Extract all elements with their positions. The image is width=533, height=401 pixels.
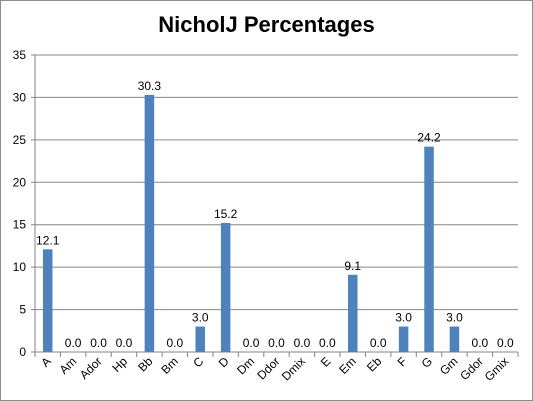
data-labels: 12.1 0.0 0.0 0.0 30.3 0.0 3.0 15.2 0.0 0.0 0.0 0.0 9… bbox=[36, 79, 514, 350]
data-label: 24.2 bbox=[417, 131, 441, 145]
bar bbox=[220, 223, 231, 352]
data-label: 0.0 bbox=[243, 336, 260, 350]
x-tick-label: Ddor bbox=[254, 354, 282, 382]
chart-title: NicholJ Percentages bbox=[158, 12, 375, 37]
y-tick-label: 15 bbox=[13, 218, 27, 232]
x-tick-label: A bbox=[38, 354, 54, 370]
data-label: 0.0 bbox=[472, 336, 489, 350]
data-label: 3.0 bbox=[192, 311, 209, 325]
x-tick-label: Dm bbox=[234, 354, 257, 377]
bar bbox=[42, 249, 53, 352]
data-label: 0.0 bbox=[319, 336, 336, 350]
x-tick-label: C bbox=[190, 354, 206, 370]
bars bbox=[42, 94, 460, 352]
y-tick-label: 0 bbox=[19, 345, 26, 359]
bar bbox=[144, 94, 155, 352]
data-label: 0.0 bbox=[294, 336, 311, 350]
y-tick-label: 25 bbox=[13, 133, 27, 147]
bar bbox=[449, 326, 460, 352]
x-tick-label: D bbox=[216, 354, 232, 370]
data-label: 3.0 bbox=[395, 311, 412, 325]
x-tick-label: Bb bbox=[135, 354, 156, 375]
x-tick-label: Eb bbox=[364, 354, 385, 375]
data-label: 0.0 bbox=[268, 336, 285, 350]
data-label: 3.0 bbox=[446, 311, 463, 325]
x-tick-label: Am bbox=[57, 354, 80, 377]
data-label: 0.0 bbox=[166, 336, 183, 350]
x-tick-label: G bbox=[419, 354, 436, 371]
x-tick-label: Dmix bbox=[279, 354, 308, 383]
data-label: 0.0 bbox=[370, 336, 387, 350]
bar bbox=[398, 326, 409, 352]
x-tick-label: F bbox=[395, 354, 410, 369]
x-tick-label: Gdor bbox=[457, 354, 486, 383]
y-tick-label: 30 bbox=[13, 90, 27, 104]
x-tick-label: Gmix bbox=[482, 354, 512, 384]
axes bbox=[31, 54, 519, 357]
x-tick-label: Ador bbox=[77, 354, 105, 382]
data-label: 0.0 bbox=[65, 336, 82, 350]
x-tick-label: Hp bbox=[109, 354, 130, 375]
x-tick-label: Em bbox=[336, 354, 359, 377]
data-label: 0.0 bbox=[497, 336, 514, 350]
x-tick-label: E bbox=[318, 354, 334, 370]
y-tick-label: 20 bbox=[13, 175, 27, 189]
data-label: 30.3 bbox=[138, 79, 162, 93]
y-tick-label: 5 bbox=[19, 303, 26, 317]
data-label: 0.0 bbox=[116, 336, 133, 350]
gridlines bbox=[35, 54, 518, 311]
data-label: 15.2 bbox=[214, 207, 238, 221]
data-label: 9.1 bbox=[344, 259, 361, 273]
data-label: 12.1 bbox=[36, 233, 60, 247]
y-tick-labels: 0 5 10 15 20 25 30 35 bbox=[13, 48, 27, 359]
y-tick-label: 10 bbox=[13, 260, 27, 274]
bar bbox=[195, 326, 205, 352]
y-tick-label: 35 bbox=[13, 48, 27, 62]
data-label: 0.0 bbox=[90, 336, 107, 350]
bar bbox=[424, 146, 434, 352]
bar bbox=[348, 274, 358, 352]
x-tick-label: Bm bbox=[158, 354, 181, 377]
